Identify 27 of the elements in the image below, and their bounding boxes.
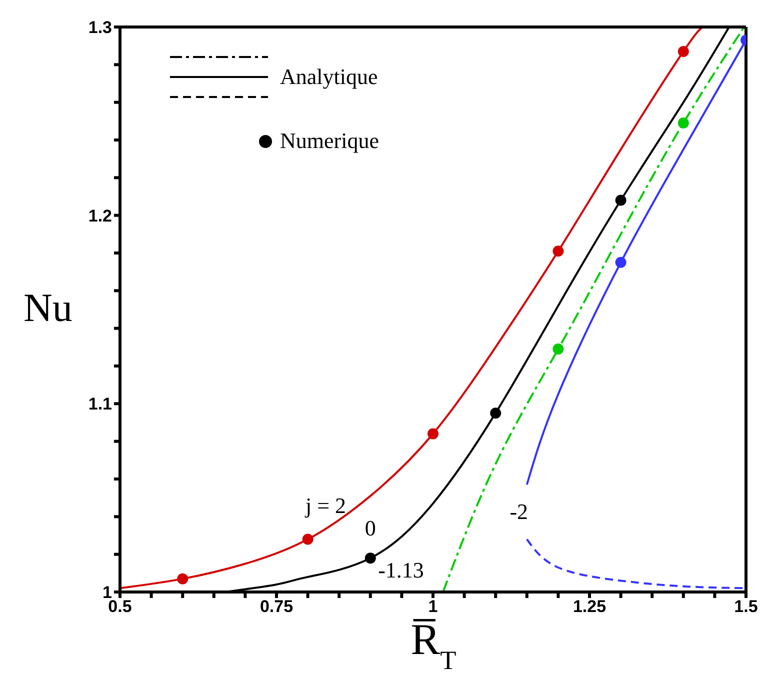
x-tick-label: 0.5 xyxy=(108,597,132,616)
point xyxy=(302,534,314,545)
annotation: -2 xyxy=(510,498,528,524)
annotation: 0 xyxy=(364,516,376,541)
y-tick-label: 1.3 xyxy=(88,18,112,38)
point xyxy=(490,408,502,419)
annotation: -1.13 xyxy=(378,558,424,582)
annotation: j = 2 xyxy=(304,492,346,518)
point xyxy=(177,573,188,584)
point xyxy=(615,194,626,206)
point xyxy=(552,246,564,257)
legend-label: Analytique xyxy=(280,64,378,90)
y-tick-label: 1.2 xyxy=(88,206,112,226)
point xyxy=(364,552,376,564)
point xyxy=(428,428,438,440)
y-axis-title: Nu xyxy=(24,285,72,330)
x-axis-title: R̅$_{T}$ xyxy=(410,615,456,675)
legend-label: Numerique xyxy=(280,128,379,154)
x-tick-label: 1.25 xyxy=(572,597,606,616)
x-tick-label: 0.75 xyxy=(260,597,294,616)
x-tick-label: 1.5 xyxy=(734,597,758,616)
point xyxy=(678,46,689,57)
point xyxy=(678,118,689,129)
line-series xyxy=(120,27,704,590)
point xyxy=(552,344,564,355)
x-tick-label: 1 xyxy=(428,597,438,616)
y-tick-label: 1.1 xyxy=(88,394,112,414)
